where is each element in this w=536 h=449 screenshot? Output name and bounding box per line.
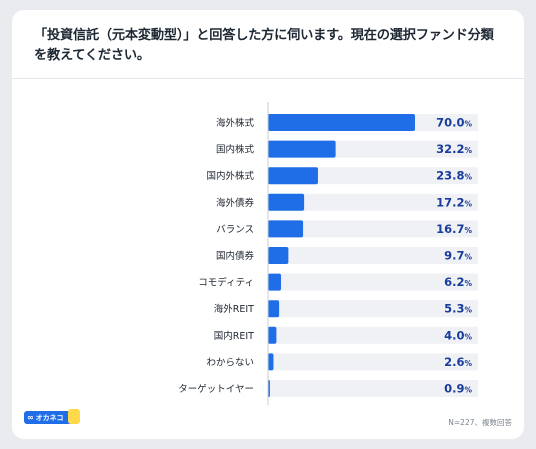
okaneko-logo: ∞ オカネコ	[24, 409, 80, 424]
title-divider	[12, 78, 524, 79]
category-label: ターゲットイヤー	[178, 383, 254, 395]
chart-title: 「投資信託（元本変動型）」と回答した方に伺います。現在の選択ファンド分類を教えて…	[34, 28, 494, 63]
bar-chart: 海外株式 70.0% 国内株式 32.2% 国内外株式 23.8% 海外債券 17.2% バラン…	[178, 102, 478, 405]
category-label: コモディティ	[198, 277, 254, 289]
cat-mascot-icon	[68, 409, 80, 424]
bar	[268, 326, 277, 344]
sample-note: N=227、複数回答	[448, 418, 512, 427]
bar-track	[268, 300, 478, 318]
bar-track	[268, 273, 478, 291]
data-label: 23.8%	[436, 169, 472, 183]
bar	[268, 167, 318, 185]
category-label: 国内債券	[216, 250, 255, 262]
category-label: 海外債券	[216, 197, 255, 209]
category-label: バランス	[216, 224, 254, 235]
data-label: 32.2%	[436, 142, 472, 156]
bar	[268, 273, 282, 291]
data-label: 6.2%	[444, 275, 472, 289]
data-label: 2.6%	[444, 355, 472, 369]
data-label: 0.9%	[444, 382, 472, 396]
bar-track	[268, 326, 478, 344]
category-label: 国内株式	[216, 144, 255, 156]
category-label: わからない	[206, 357, 254, 368]
category-label: 国内外株式	[206, 170, 254, 182]
bar	[268, 193, 305, 211]
bar	[268, 247, 289, 264]
category-label: 国内REIT	[214, 330, 254, 342]
data-label: 9.7%	[444, 249, 472, 263]
bar	[268, 114, 415, 131]
data-label: 5.3%	[444, 302, 472, 316]
data-label: 16.7%	[436, 222, 472, 236]
bar-track	[268, 167, 478, 185]
bar	[268, 300, 280, 318]
bar-track	[268, 353, 478, 371]
category-label: 海外REIT	[214, 303, 254, 315]
bar-track	[268, 380, 478, 397]
category-label: 海外株式	[216, 117, 255, 129]
data-label: 70.0%	[436, 116, 472, 130]
chart-card: 「投資信託（元本変動型）」と回答した方に伺います。現在の選択ファンド分類を教えて…	[12, 10, 524, 439]
bar-track	[268, 193, 478, 211]
logo-text: オカネコ	[35, 413, 64, 422]
bar-track	[268, 220, 478, 238]
bar-track	[268, 247, 478, 264]
data-label: 4.0%	[444, 328, 472, 342]
data-label: 17.2%	[436, 195, 472, 209]
bar	[268, 140, 336, 158]
bar	[268, 220, 304, 238]
bar	[268, 353, 274, 371]
infinity-icon: ∞	[27, 413, 34, 422]
